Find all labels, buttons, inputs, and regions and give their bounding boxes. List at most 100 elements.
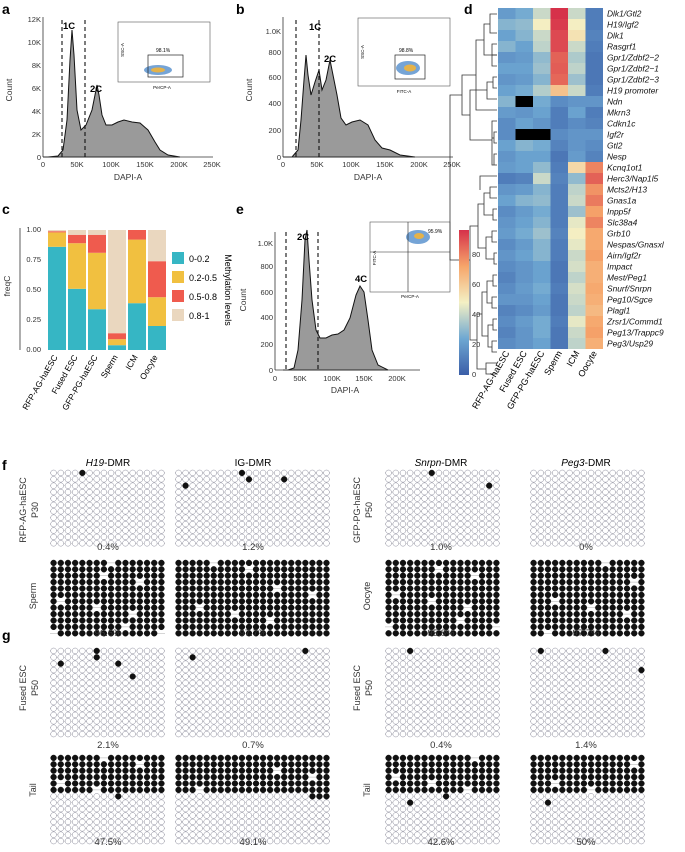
- bar-segment-RFP-AG-haESC-0.2-0.5: [48, 232, 66, 247]
- cpg-site: [559, 469, 566, 477]
- cpg-site: [122, 698, 129, 706]
- heatmap-col-label: Sperm: [542, 349, 564, 377]
- cpg-site: [580, 476, 588, 483]
- cpg-site: [399, 533, 407, 541]
- cpg-site: [259, 508, 267, 515]
- cpg-site: [196, 767, 203, 774]
- cpg-site: [50, 654, 57, 661]
- cpg-site: [245, 660, 253, 667]
- cpg-site: [407, 799, 414, 806]
- cpg-site: [471, 698, 478, 706]
- heatmap-cell: [550, 63, 568, 74]
- cpg-site: [238, 514, 246, 521]
- cpg-site: [486, 692, 493, 699]
- cpg-site: [79, 488, 86, 496]
- cpg-site: [580, 825, 588, 832]
- cpg-site: [224, 786, 231, 794]
- cpg-site: [151, 482, 158, 489]
- cpg-site: [122, 578, 129, 586]
- cpg-site: [478, 679, 486, 687]
- cpg-site: [638, 761, 645, 768]
- bar-segment-ICM-0.2-0.5: [128, 239, 146, 304]
- cpg-site: [238, 578, 246, 586]
- cpg-site: [537, 527, 544, 534]
- cpg-site: [559, 610, 566, 618]
- heatmap-row-label: Mkrn3: [607, 108, 631, 118]
- cpg-site: [530, 527, 537, 534]
- cpg-site: [158, 780, 165, 787]
- cpg-site: [57, 673, 64, 680]
- cpg-site: [64, 730, 72, 738]
- cpg-site: [316, 482, 323, 489]
- cpg-site: [115, 673, 122, 680]
- cpg-site: [580, 666, 588, 674]
- cpg-site: [407, 508, 414, 515]
- cpg-site: [537, 718, 544, 725]
- cpg-site: [224, 591, 231, 599]
- cpg-site: [252, 711, 260, 719]
- cpg-site: [182, 780, 189, 787]
- cpg-site: [93, 825, 100, 832]
- cpg-site: [224, 793, 231, 800]
- bar-segment-GFP-PG-haESC-0.5-0.8: [88, 234, 106, 253]
- cpg-site: [57, 698, 64, 706]
- cpg-site: [115, 559, 122, 567]
- cpg-site: [580, 730, 588, 738]
- heatmap-cell: [568, 316, 586, 327]
- cpg-site: [435, 711, 443, 719]
- cpg-site: [136, 831, 143, 838]
- cpg-site: [435, 692, 443, 699]
- cpg-site: [435, 818, 443, 826]
- cpg-site: [274, 559, 281, 567]
- cpg-site: [72, 831, 79, 838]
- cpg-site: [609, 679, 616, 687]
- cpg-site: [530, 692, 537, 699]
- cpg-site: [552, 572, 559, 579]
- cpg-site: [266, 837, 274, 845]
- cpg-site: [288, 679, 295, 687]
- cpg-site: [86, 767, 93, 774]
- cpg-site: [587, 718, 595, 725]
- cpg-site: [595, 630, 602, 637]
- cpg-site: [638, 837, 645, 845]
- cpg-site: [252, 647, 260, 655]
- cpg-site: [50, 679, 57, 687]
- cpg-site: [414, 488, 421, 496]
- cpg-site: [50, 527, 57, 534]
- cpg-site: [566, 818, 573, 826]
- cpg-site: [464, 578, 471, 586]
- cpg-site: [57, 705, 64, 712]
- cpg-site: [266, 623, 274, 631]
- cpg-site: [623, 698, 631, 706]
- cpg-site: [580, 469, 588, 477]
- svg-text:200: 200: [268, 126, 281, 135]
- cpg-site: [175, 585, 182, 592]
- cpg-site: [158, 585, 165, 592]
- cpg-site: [210, 692, 217, 699]
- cpg-site: [537, 514, 544, 521]
- heatmap-cell: [585, 96, 603, 107]
- cpg-site: [281, 705, 288, 712]
- cpg-site: [602, 585, 609, 592]
- cpg-site: [552, 754, 559, 762]
- cpg-site: [450, 754, 457, 762]
- cpg-site: [602, 527, 609, 534]
- heatmap-cell: [533, 74, 551, 85]
- cpg-site: [471, 508, 478, 515]
- cpg-site: [478, 647, 486, 655]
- cpg-site: [79, 805, 86, 813]
- heatmap-cell: [498, 19, 516, 30]
- cpg-site: [115, 679, 122, 687]
- cpg-site: [259, 718, 267, 725]
- cpg-site: [478, 604, 486, 611]
- bisulfite-grids: H19-DMR IG-DMR Snrpn-DMR Peg3-DMR RFP-AG…: [18, 458, 645, 848]
- cpg-site: [238, 527, 246, 534]
- cpg-site: [544, 520, 552, 528]
- cpg-site: [457, 673, 464, 680]
- cpg-site: [316, 559, 323, 567]
- cpg-site: [189, 520, 196, 528]
- cpg-site: [79, 730, 86, 738]
- cpg-site: [323, 559, 330, 567]
- cpg-site: [421, 559, 428, 567]
- cpg-site: [638, 730, 645, 738]
